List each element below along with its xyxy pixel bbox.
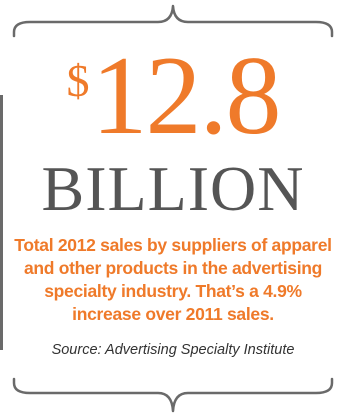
amount-unit: BILLION: [41, 153, 305, 224]
source-credit: Source: Advertising Specialty Institute: [51, 342, 295, 358]
top-brace-decoration: [12, 4, 334, 38]
headline-amount: $12.8: [0, 40, 346, 152]
left-edge-rule: [0, 95, 3, 350]
amount-value: 12.8: [91, 34, 282, 158]
currency-symbol: $: [66, 55, 90, 106]
sales-description: Total 2012 sales by suppliers of apparel…: [14, 235, 332, 324]
bottom-brace-decoration: [12, 377, 334, 413]
